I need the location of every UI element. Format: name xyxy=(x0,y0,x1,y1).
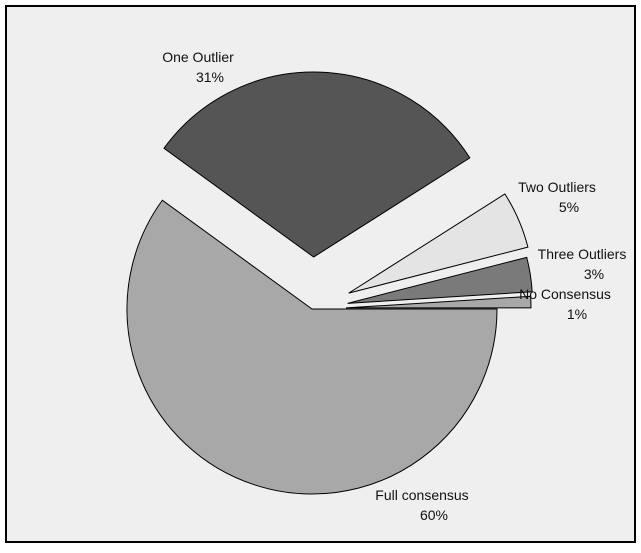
pie-labels: Full consensus 60% One Outlier 31% Two Outli… xyxy=(162,49,626,523)
pie-slice-one-outlier xyxy=(163,71,471,258)
slice-label-full-consensus: Full consensus xyxy=(375,487,468,503)
pie-slice-full-consensus xyxy=(126,199,498,495)
slice-label-three-outliers: Three Outliers xyxy=(538,246,627,262)
slice-label-no-consensus: No Consensus xyxy=(519,286,611,302)
slice-value-label-no-consensus: 1% xyxy=(567,306,587,322)
pie-slice-two-outliers xyxy=(348,193,529,294)
slice-value-label-two-outliers: 5% xyxy=(559,199,579,215)
slice-value-label-one-outlier: 31% xyxy=(196,69,224,85)
pie-slice-three-outliers xyxy=(347,256,533,304)
slice-label-one-outlier: One Outlier xyxy=(162,49,234,65)
slice-value-label-three-outliers: 3% xyxy=(584,266,604,282)
pie-slice-no-consensus xyxy=(345,295,532,309)
pie-slices xyxy=(126,71,533,495)
slice-label-two-outliers: Two Outliers xyxy=(518,179,596,195)
slice-value-label-full-consensus: 60% xyxy=(420,507,448,523)
